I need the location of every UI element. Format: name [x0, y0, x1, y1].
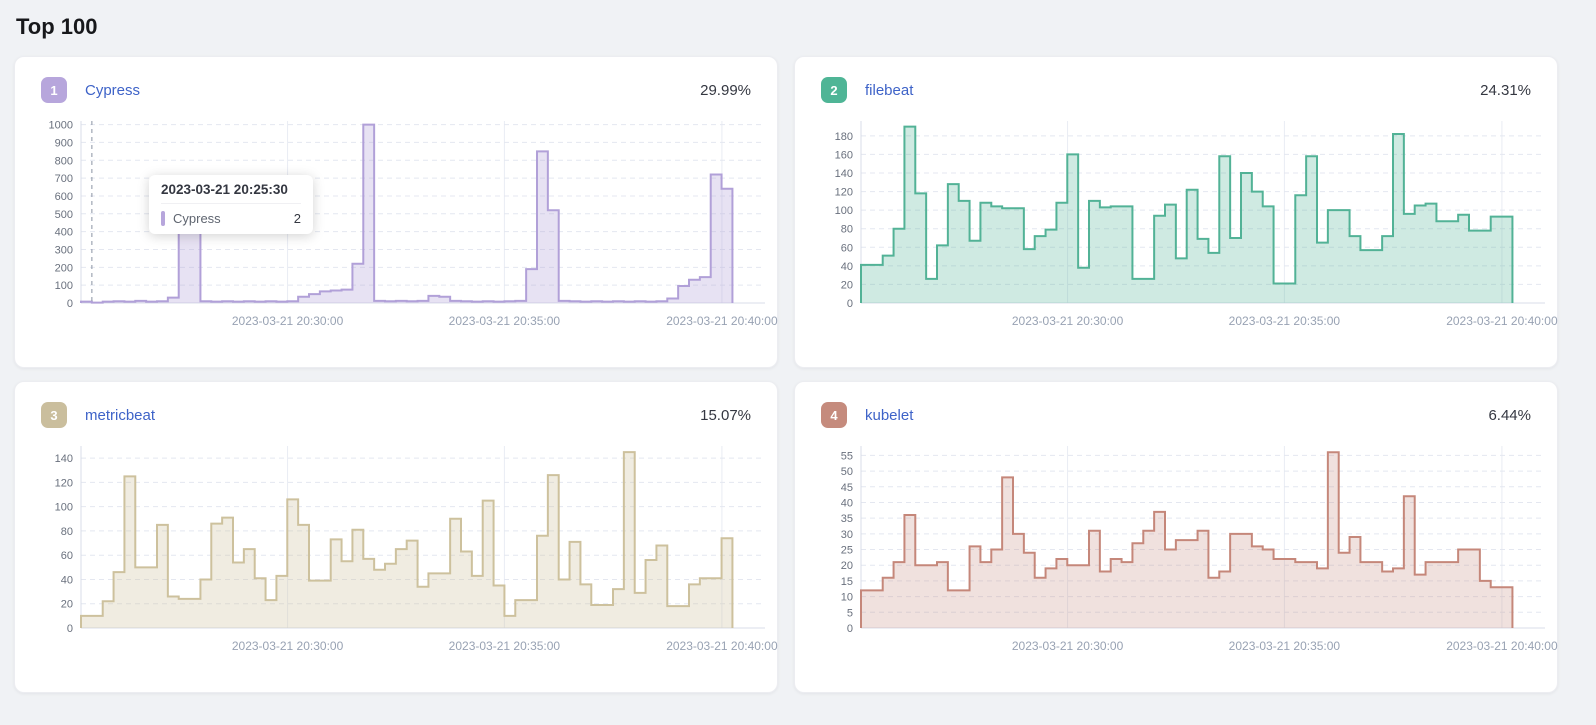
- svg-text:60: 60: [841, 242, 853, 254]
- svg-text:2023-03-21 20:35:00: 2023-03-21 20:35:00: [1229, 639, 1341, 653]
- series-marker: [161, 211, 165, 226]
- svg-text:140: 140: [55, 453, 73, 465]
- svg-text:160: 160: [835, 149, 853, 161]
- card-header: 3 metricbeat 15.07%: [41, 402, 751, 428]
- svg-text:40: 40: [841, 261, 853, 273]
- rank-badge: 4: [821, 402, 847, 428]
- chart-tooltip: 2023-03-21 20:25:30 Cypress 2: [149, 175, 313, 234]
- svg-text:2023-03-21 20:30:00: 2023-03-21 20:30:00: [232, 639, 344, 653]
- series-name-link[interactable]: filebeat: [865, 81, 914, 99]
- svg-text:2023-03-21 20:40:00: 2023-03-21 20:40:00: [666, 314, 778, 328]
- svg-text:55: 55: [841, 450, 853, 462]
- svg-text:100: 100: [835, 205, 853, 217]
- svg-text:45: 45: [841, 482, 853, 494]
- rank-badge: 2: [821, 77, 847, 103]
- svg-text:10: 10: [841, 592, 853, 604]
- percent-value: 24.31%: [1480, 81, 1531, 99]
- svg-text:0: 0: [847, 298, 853, 310]
- svg-text:180: 180: [835, 131, 853, 143]
- svg-text:100: 100: [55, 280, 73, 292]
- series-name-link[interactable]: metricbeat: [85, 406, 156, 424]
- chart-svg[interactable]: 2023-03-21 20:30:00 2023-03-21 20:35:00 20…: [29, 436, 778, 666]
- series-name-link[interactable]: kubelet: [865, 406, 914, 424]
- svg-text:2023-03-21 20:35:00: 2023-03-21 20:35:00: [1229, 314, 1341, 328]
- svg-text:50: 50: [841, 466, 853, 478]
- tooltip-timestamp: 2023-03-21 20:25:30: [161, 182, 301, 204]
- svg-text:0: 0: [67, 623, 73, 635]
- svg-text:600: 600: [55, 191, 73, 203]
- svg-text:20: 20: [841, 560, 853, 572]
- svg-text:1000: 1000: [49, 120, 73, 132]
- svg-text:400: 400: [55, 227, 73, 239]
- svg-text:60: 60: [61, 550, 73, 562]
- svg-text:80: 80: [61, 526, 73, 538]
- percent-value: 6.44%: [1488, 406, 1531, 424]
- svg-text:900: 900: [55, 137, 73, 149]
- svg-text:2023-03-21 20:40:00: 2023-03-21 20:40:00: [666, 639, 778, 653]
- chart-card: 2 filebeat 24.31% 2023-03-21 20:30:00 202…: [794, 56, 1558, 368]
- svg-text:200: 200: [55, 262, 73, 274]
- svg-text:0: 0: [67, 298, 73, 310]
- percent-value: 15.07%: [700, 406, 751, 424]
- svg-text:100: 100: [55, 502, 73, 514]
- card-header: 1 Cypress 29.99%: [41, 77, 751, 103]
- svg-text:120: 120: [835, 187, 853, 199]
- svg-text:2023-03-21 20:30:00: 2023-03-21 20:30:00: [1012, 314, 1124, 328]
- chart-svg[interactable]: 2023-03-21 20:30:00 2023-03-21 20:35:00 20…: [809, 436, 1558, 666]
- cards-grid: 1 Cypress 29.99% 2023-03-21 20:30:00 2023…: [14, 56, 1596, 693]
- svg-text:40: 40: [841, 497, 853, 509]
- svg-text:700: 700: [55, 173, 73, 185]
- svg-text:2023-03-21 20:35:00: 2023-03-21 20:35:00: [449, 314, 561, 328]
- svg-text:40: 40: [61, 574, 73, 586]
- svg-text:25: 25: [841, 545, 853, 557]
- chart-area[interactable]: 2023-03-21 20:30:00 2023-03-21 20:35:00 20…: [29, 436, 778, 666]
- series-name-link[interactable]: Cypress: [85, 81, 141, 99]
- rank-badge: 1: [41, 77, 67, 103]
- percent-value: 29.99%: [700, 81, 751, 99]
- svg-text:300: 300: [55, 244, 73, 256]
- chart-card: 1 Cypress 29.99% 2023-03-21 20:30:00 2023…: [14, 56, 778, 368]
- svg-text:20: 20: [61, 599, 73, 611]
- svg-text:120: 120: [55, 477, 73, 489]
- page-title: Top 100: [16, 14, 98, 39]
- chart-svg[interactable]: 2023-03-21 20:30:00 2023-03-21 20:35:00 20…: [29, 111, 778, 341]
- chart-area[interactable]: 2023-03-21 20:30:00 2023-03-21 20:35:00 20…: [809, 111, 1558, 341]
- chart-card: 4 kubelet 6.44% 2023-03-21 20:30:00 2023-…: [794, 381, 1558, 693]
- svg-text:2023-03-21 20:35:00: 2023-03-21 20:35:00: [449, 639, 561, 653]
- svg-text:2023-03-21 20:40:00: 2023-03-21 20:40:00: [1446, 314, 1558, 328]
- chart-area[interactable]: 2023-03-21 20:30:00 2023-03-21 20:35:00 20…: [29, 111, 778, 341]
- chart-card: 3 metricbeat 15.07% 2023-03-21 20:30:00 2…: [14, 381, 778, 693]
- card-header: 4 kubelet 6.44%: [821, 402, 1531, 428]
- svg-text:140: 140: [835, 168, 853, 180]
- svg-text:20: 20: [841, 279, 853, 291]
- svg-text:5: 5: [847, 607, 853, 619]
- svg-text:800: 800: [55, 155, 73, 167]
- svg-text:500: 500: [55, 209, 73, 221]
- svg-text:35: 35: [841, 513, 853, 525]
- svg-text:0: 0: [847, 623, 853, 635]
- rank-badge: 3: [41, 402, 67, 428]
- chart-area[interactable]: 2023-03-21 20:30:00 2023-03-21 20:35:00 20…: [809, 436, 1558, 666]
- svg-text:2023-03-21 20:30:00: 2023-03-21 20:30:00: [232, 314, 344, 328]
- tooltip-series-name: Cypress: [173, 211, 221, 226]
- svg-text:2023-03-21 20:30:00: 2023-03-21 20:30:00: [1012, 639, 1124, 653]
- svg-text:2023-03-21 20:40:00: 2023-03-21 20:40:00: [1446, 639, 1558, 653]
- svg-text:15: 15: [841, 576, 853, 588]
- tooltip-series-row: Cypress 2: [161, 211, 301, 226]
- svg-text:80: 80: [841, 224, 853, 236]
- tooltip-series-value: 2: [293, 211, 301, 226]
- svg-text:30: 30: [841, 529, 853, 541]
- chart-svg[interactable]: 2023-03-21 20:30:00 2023-03-21 20:35:00 20…: [809, 111, 1558, 341]
- card-header: 2 filebeat 24.31%: [821, 77, 1531, 103]
